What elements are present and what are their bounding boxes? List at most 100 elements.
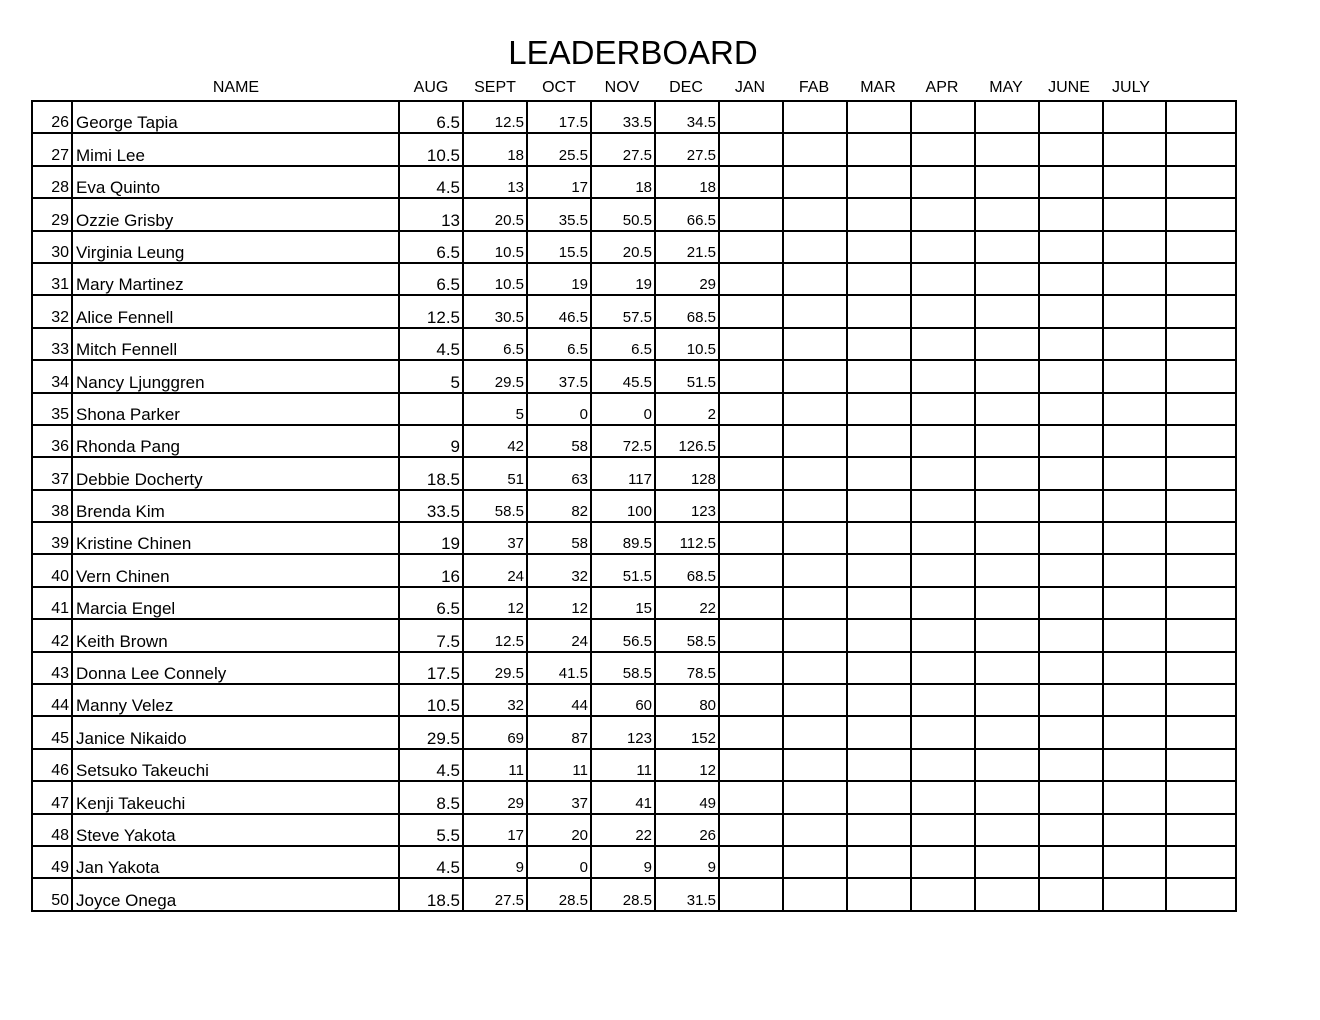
- empty-score-cell: [974, 812, 1040, 847]
- empty-score-cell: [910, 261, 976, 297]
- score-sept: 10.5: [462, 229, 528, 264]
- empty-score-cell: [974, 844, 1040, 880]
- empty-score-cell: [1038, 456, 1104, 491]
- row-number: 31: [31, 261, 73, 297]
- empty-score-cell: [974, 229, 1040, 264]
- empty-score-cell: [846, 780, 912, 815]
- score-dec: 27.5: [654, 132, 720, 167]
- empty-score-cell: [1038, 747, 1104, 783]
- empty-score-cell: [718, 877, 784, 912]
- score-sept: 13: [462, 164, 528, 200]
- empty-score-cell: [1102, 229, 1167, 264]
- empty-score-cell: [1038, 261, 1104, 297]
- table-row: 32 Alice Fennell 12.5 30.5 46.5 57.5 68.5: [31, 294, 1237, 329]
- player-name: Debbie Docherty: [71, 456, 400, 491]
- empty-score-cell: [1165, 877, 1237, 912]
- score-oct: 24: [526, 618, 592, 653]
- empty-score-cell: [782, 747, 848, 783]
- player-name: Janice Nikaido: [71, 715, 400, 750]
- score-aug: 4.5: [398, 326, 464, 362]
- empty-score-cell: [974, 197, 1040, 232]
- row-number: 34: [31, 359, 73, 394]
- score-sept: 12: [462, 585, 528, 621]
- empty-score-cell: [1038, 780, 1104, 815]
- empty-score-cell: [1165, 391, 1237, 426]
- empty-score-cell: [718, 488, 784, 524]
- empty-score-cell: [910, 715, 976, 750]
- empty-score-cell: [1102, 780, 1167, 815]
- score-oct: 15.5: [526, 229, 592, 264]
- empty-score-cell: [718, 618, 784, 653]
- score-dec: 112.5: [654, 521, 720, 556]
- score-aug: 12.5: [398, 294, 464, 329]
- empty-score-cell: [1038, 715, 1104, 750]
- player-name: Kristine Chinen: [71, 521, 400, 556]
- player-name: George Tapia: [71, 99, 400, 135]
- table-row: 46 Setsuko Takeuchi 4.5 11 11 11 12: [31, 747, 1237, 783]
- empty-score-cell: [910, 99, 976, 135]
- player-name: Eva Quinto: [71, 164, 400, 200]
- empty-score-cell: [1165, 261, 1237, 297]
- empty-score-cell: [782, 132, 848, 167]
- empty-score-cell: [1165, 456, 1237, 491]
- row-number: 29: [31, 197, 73, 232]
- player-name: Kenji Takeuchi: [71, 780, 400, 815]
- empty-score-cell: [846, 812, 912, 847]
- row-number: 42: [31, 618, 73, 653]
- score-nov: 6.5: [590, 326, 656, 362]
- empty-score-cell: [846, 488, 912, 524]
- score-dec: 68.5: [654, 553, 720, 588]
- row-number: 49: [31, 844, 73, 880]
- empty-score-cell: [1165, 844, 1237, 880]
- empty-score-cell: [1038, 844, 1104, 880]
- row-number: 26: [31, 99, 73, 135]
- empty-score-cell: [782, 164, 848, 200]
- empty-score-cell: [910, 326, 976, 362]
- empty-score-cell: [718, 715, 784, 750]
- empty-score-cell: [1038, 294, 1104, 329]
- empty-score-cell: [974, 294, 1040, 329]
- empty-score-cell: [1038, 812, 1104, 847]
- empty-score-cell: [846, 683, 912, 718]
- empty-score-cell: [1165, 359, 1237, 394]
- empty-score-cell: [1102, 261, 1167, 297]
- empty-score-cell: [910, 423, 976, 459]
- player-name: Shona Parker: [71, 391, 400, 426]
- table-row: 45 Janice Nikaido 29.5 69 87 123 152: [31, 715, 1237, 750]
- empty-score-cell: [1038, 423, 1104, 459]
- empty-score-cell: [1165, 585, 1237, 621]
- empty-score-cell: [910, 229, 976, 264]
- empty-score-cell: [910, 747, 976, 783]
- score-aug: 6.5: [398, 99, 464, 135]
- score-oct: 63: [526, 456, 592, 491]
- table-row: 27 Mimi Lee 10.5 18 25.5 27.5 27.5: [31, 132, 1237, 167]
- score-aug: 19: [398, 521, 464, 556]
- empty-score-cell: [910, 812, 976, 847]
- empty-score-cell: [782, 618, 848, 653]
- empty-score-cell: [718, 585, 784, 621]
- empty-score-cell: [1038, 877, 1104, 912]
- empty-score-cell: [718, 747, 784, 783]
- header-july: JULY: [1112, 79, 1150, 96]
- empty-score-cell: [1165, 132, 1237, 167]
- empty-score-cell: [910, 197, 976, 232]
- empty-score-cell: [846, 99, 912, 135]
- empty-score-cell: [1102, 326, 1167, 362]
- score-sept: 58.5: [462, 488, 528, 524]
- empty-score-cell: [1038, 326, 1104, 362]
- row-number: 50: [31, 877, 73, 912]
- empty-score-cell: [1102, 585, 1167, 621]
- empty-score-cell: [718, 229, 784, 264]
- table-row: 50 Joyce Onega 18.5 27.5 28.5 28.5 31.5: [31, 877, 1237, 912]
- score-oct: 46.5: [526, 294, 592, 329]
- empty-score-cell: [974, 715, 1040, 750]
- empty-score-cell: [1165, 197, 1237, 232]
- empty-score-cell: [846, 423, 912, 459]
- score-aug: 13: [398, 197, 464, 232]
- score-dec: 128: [654, 456, 720, 491]
- score-sept: 5: [462, 391, 528, 426]
- score-aug: 5.5: [398, 812, 464, 847]
- score-aug: 6.5: [398, 585, 464, 621]
- empty-score-cell: [1102, 877, 1167, 912]
- score-sept: 30.5: [462, 294, 528, 329]
